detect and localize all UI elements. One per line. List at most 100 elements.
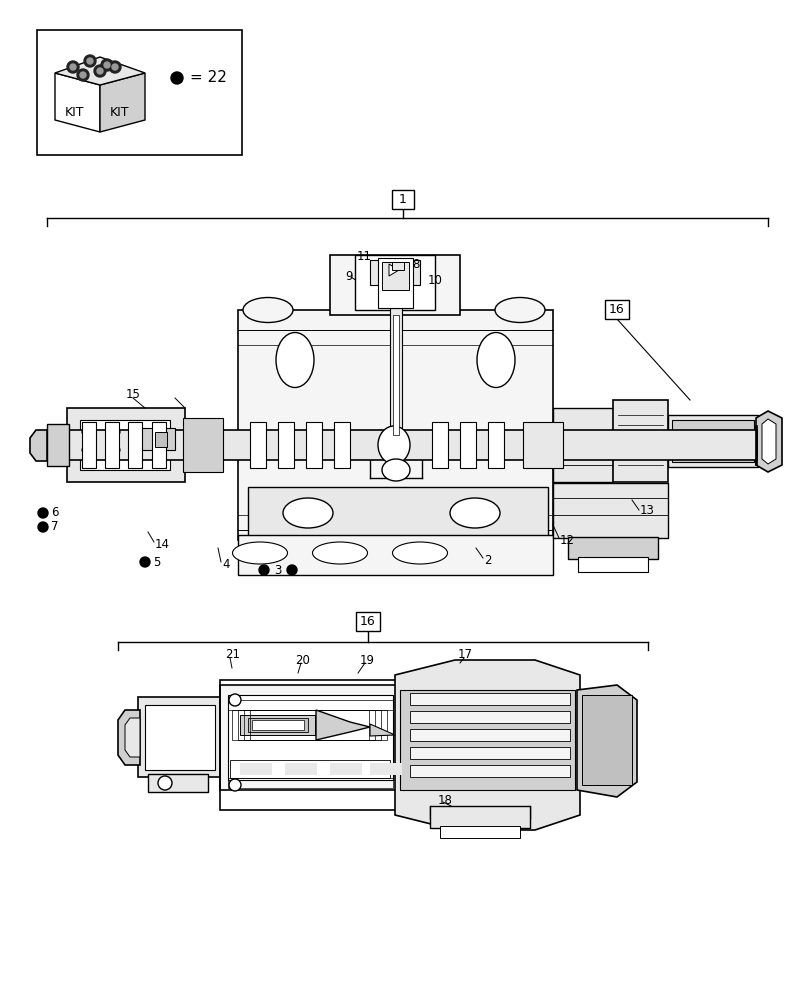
Bar	[220, 685, 400, 790]
Text: 8: 8	[412, 258, 419, 271]
Bar	[613, 400, 668, 482]
Bar	[230, 760, 390, 778]
Bar	[105, 422, 119, 468]
Text: 13: 13	[640, 504, 654, 516]
Bar	[238, 310, 553, 540]
Bar	[410, 729, 570, 741]
Text: 10: 10	[428, 273, 443, 286]
Text: 1: 1	[399, 193, 407, 206]
Bar	[392, 262, 404, 270]
Ellipse shape	[283, 498, 333, 528]
Bar	[410, 711, 570, 723]
Ellipse shape	[276, 332, 314, 387]
Polygon shape	[577, 685, 637, 797]
Bar	[82, 422, 96, 468]
Circle shape	[87, 58, 93, 64]
Bar	[370, 763, 402, 775]
Bar	[568, 537, 658, 559]
Circle shape	[140, 557, 150, 567]
Bar	[278, 422, 294, 468]
Bar	[250, 422, 266, 468]
Bar	[248, 718, 308, 732]
Polygon shape	[756, 411, 782, 472]
Bar	[67, 408, 185, 482]
Ellipse shape	[495, 298, 545, 322]
Bar	[370, 260, 420, 285]
Ellipse shape	[450, 498, 500, 528]
Text: 6: 6	[51, 506, 58, 520]
Bar	[578, 557, 648, 572]
Bar	[128, 422, 142, 468]
Bar	[605, 300, 629, 319]
Bar	[410, 765, 570, 777]
Bar	[240, 715, 315, 735]
Polygon shape	[389, 264, 399, 276]
Circle shape	[38, 508, 48, 518]
Bar	[334, 422, 350, 468]
Bar	[220, 680, 510, 810]
Bar	[145, 705, 215, 770]
Bar	[285, 763, 317, 775]
Circle shape	[67, 61, 79, 73]
Bar	[440, 826, 520, 838]
Bar	[330, 763, 362, 775]
Bar	[460, 422, 476, 468]
Text: 7: 7	[51, 520, 58, 534]
Circle shape	[171, 72, 183, 84]
Bar	[183, 418, 223, 472]
Bar	[155, 432, 167, 447]
Polygon shape	[316, 710, 370, 740]
Circle shape	[229, 779, 241, 791]
Bar	[392, 190, 414, 209]
Circle shape	[94, 65, 106, 77]
Text: 14: 14	[155, 538, 170, 552]
Circle shape	[70, 64, 76, 70]
Bar	[582, 695, 632, 785]
Circle shape	[259, 565, 269, 575]
Ellipse shape	[477, 332, 515, 387]
Bar	[47, 424, 69, 466]
Bar	[37, 30, 242, 155]
Circle shape	[80, 72, 86, 78]
Bar	[252, 720, 304, 730]
Bar	[148, 774, 208, 792]
Bar	[432, 422, 448, 468]
Ellipse shape	[233, 542, 288, 564]
Bar	[488, 422, 504, 468]
Polygon shape	[30, 430, 47, 461]
Ellipse shape	[393, 542, 448, 564]
Bar	[238, 710, 381, 740]
Bar	[244, 710, 375, 740]
Bar	[238, 535, 553, 575]
Bar	[47, 430, 757, 460]
Ellipse shape	[378, 426, 410, 464]
Bar	[410, 747, 570, 759]
Circle shape	[101, 59, 113, 71]
Text: 5: 5	[153, 556, 160, 568]
Circle shape	[97, 68, 103, 74]
Circle shape	[84, 55, 96, 67]
Bar	[80, 420, 170, 470]
Circle shape	[229, 694, 241, 706]
Polygon shape	[125, 718, 140, 757]
Bar	[672, 420, 754, 462]
Text: 15: 15	[126, 388, 141, 401]
Bar	[553, 408, 613, 482]
Bar	[232, 710, 387, 740]
Bar	[330, 255, 460, 315]
Text: 9: 9	[345, 270, 352, 284]
Bar	[356, 612, 380, 631]
Polygon shape	[55, 57, 145, 85]
Bar	[228, 700, 393, 710]
Bar	[390, 308, 402, 438]
Circle shape	[82, 428, 90, 436]
Text: 16: 16	[360, 615, 376, 628]
Text: = 22: = 22	[190, 70, 227, 86]
Bar	[306, 422, 322, 468]
Circle shape	[112, 64, 118, 70]
Bar	[430, 806, 530, 828]
Bar	[250, 710, 369, 740]
Bar	[523, 422, 563, 468]
Polygon shape	[370, 724, 395, 736]
Bar	[248, 487, 548, 537]
